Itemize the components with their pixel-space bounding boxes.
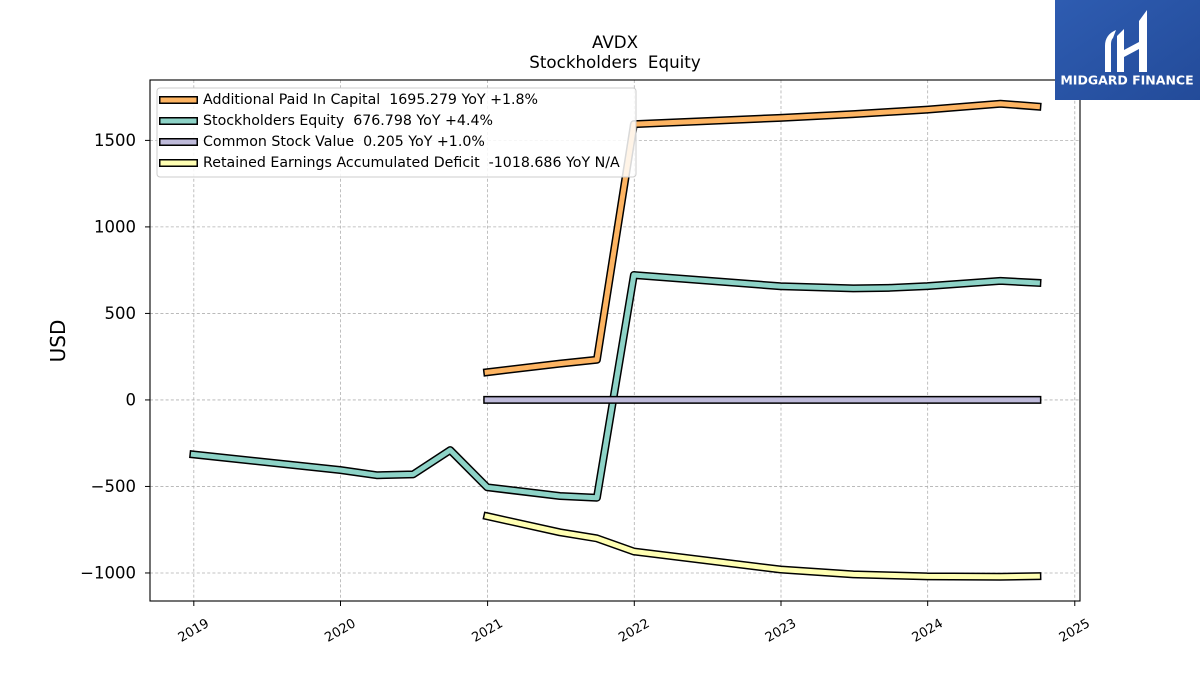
midgard-finance-logo-icon <box>1105 10 1147 72</box>
logo-graphic: MIDGARD FINANCE <box>1055 0 1200 100</box>
legend-series-name-retained-earnings-accumulated-deficit: Retained Earnings Accumulated Deficit <box>203 155 480 171</box>
midgard-finance-logo: MIDGARD FINANCE <box>1055 0 1200 100</box>
logo-brand-text: MIDGARD FINANCE <box>1060 73 1193 88</box>
y-tick-label-0: 0 <box>126 390 137 409</box>
y-tick-label-1000: 1000 <box>94 217 136 236</box>
legend-series-stat-stockholders-equity: 676.798 YoY +4.4% <box>353 113 493 129</box>
legend-label-common-stock-value: Common Stock Value 0.205 YoY +1.0% <box>203 134 485 150</box>
series-additional-paid-in-capital <box>482 99 1042 377</box>
legend-item-additional-paid-in-capital: Additional Paid In Capital 1695.279 YoY +… <box>159 92 538 108</box>
legend-label-retained-earnings-accumulated-deficit: Retained Earnings Accumulated Deficit -10… <box>203 155 620 171</box>
series-line-additional-paid-in-capital <box>484 101 1041 376</box>
series-line-retained-earnings-accumulated-deficit <box>484 513 1040 580</box>
series-retained-earnings-accumulated-deficit <box>482 511 1042 581</box>
chart-subtitle: Stockholders Equity <box>529 52 701 72</box>
series-lines <box>189 99 1042 581</box>
legend-series-name-common-stock-value: Common Stock Value <box>203 134 354 150</box>
legend-series-stat-common-stock-value: 0.205 YoY +1.0% <box>363 134 485 150</box>
legend-label-additional-paid-in-capital: Additional Paid In Capital 1695.279 YoY +… <box>203 92 538 108</box>
chart-title: AVDX <box>592 32 638 52</box>
y-tick-label-1500: 1500 <box>94 131 136 150</box>
legend-items: Additional Paid In Capital 1695.279 YoY +… <box>159 92 620 171</box>
series-stockholders-equity <box>189 271 1042 502</box>
logo-icon-middle-stroke <box>1117 29 1124 72</box>
logo-icon-right-stroke <box>1139 10 1147 72</box>
logo-icon-left-stroke <box>1105 30 1116 72</box>
legend-item-retained-earnings-accumulated-deficit: Retained Earnings Accumulated Deficit -10… <box>159 155 620 171</box>
legend-item-stockholders-equity: Stockholders Equity 676.798 YoY +4.4% <box>159 113 493 129</box>
y-axis-label: USD <box>46 320 70 363</box>
legend-series-stat-retained-earnings-accumulated-deficit: -1018.686 YoY N/A <box>489 155 620 171</box>
legend: Additional Paid In Capital 1695.279 YoY +… <box>156 87 637 178</box>
y-tick-label-500: 500 <box>105 304 137 323</box>
legend-label-stockholders-equity: Stockholders Equity 676.798 YoY +4.4% <box>203 113 493 129</box>
y-tick-label-neg500: −500 <box>91 477 136 496</box>
legend-item-common-stock-value: Common Stock Value 0.205 YoY +1.0% <box>159 134 485 150</box>
logo-icon-cross-stroke <box>1124 42 1139 57</box>
legend-series-name-additional-paid-in-capital: Additional Paid In Capital <box>203 92 380 108</box>
plot-frame <box>149 79 1081 602</box>
legend-series-name-stockholders-equity: Stockholders Equity <box>203 113 344 129</box>
legend-series-stat-additional-paid-in-capital: 1695.279 YoY +1.8% <box>389 92 538 108</box>
legend-box <box>156 87 637 178</box>
y-tick-label-neg1000: −1000 <box>80 563 136 582</box>
series-line-stockholders-equity <box>190 272 1041 501</box>
